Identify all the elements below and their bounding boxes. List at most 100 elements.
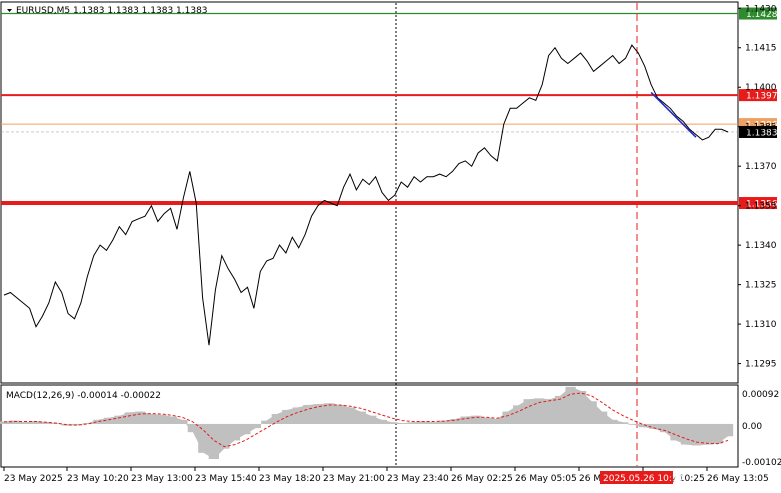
macd-bar: [659, 423, 671, 433]
macd-bar: [366, 415, 377, 424]
grid: [395, 3, 638, 466]
level-price-box: [739, 125, 777, 138]
macd-bar: [596, 411, 608, 424]
macd-indicator: [0, 386, 734, 459]
price-tick-label: 1.1295: [745, 360, 777, 370]
macd-bar: [114, 415, 125, 424]
macd-signal-line: [3, 392, 729, 448]
macd-tick-bottom: -0.00102: [742, 458, 781, 468]
macd-bar: [701, 423, 713, 445]
macd-bar: [471, 415, 482, 424]
macd-bar: [418, 421, 429, 424]
level-price-label: 1.1356: [746, 200, 778, 210]
macd-bar: [439, 420, 450, 424]
macd-bar: [198, 423, 209, 453]
macd-bar: [450, 418, 461, 424]
level-price-box: [739, 7, 777, 20]
macd-bar: [554, 395, 566, 424]
trend-line[interactable]: [650, 91, 697, 138]
cursor-time-box: [600, 471, 673, 484]
price-tick-label: 1.1310: [745, 320, 777, 330]
time-tick-label: 23 May 23:40: [387, 474, 449, 484]
macd-bar: [355, 411, 366, 424]
macd-bar: [166, 416, 178, 424]
macd-bar: [680, 423, 692, 445]
macd-bar: [429, 422, 440, 424]
level-price-label: 1.1386: [746, 121, 778, 131]
level-price-label: 1.1397: [746, 92, 778, 102]
macd-bar: [82, 423, 94, 424]
price-tick-label: 1.1325: [745, 281, 777, 291]
macd-pane-frame: [0, 384, 739, 468]
macd-bar: [0, 421, 10, 424]
time-tick-label: 23 May 18:20: [259, 474, 321, 484]
time-tick-label: 26 May 13:05: [707, 474, 769, 484]
price-tick-label: 1.1415: [745, 44, 777, 54]
macd-bar: [334, 404, 345, 424]
price-tick-label: 1.1400: [745, 83, 777, 93]
macd-bar: [649, 423, 660, 429]
macd-bar: [124, 412, 136, 424]
time-tick-label: 26 May 05:05: [515, 474, 577, 484]
macd-bar: [229, 423, 241, 441]
macd-bar: [219, 423, 230, 449]
macd-bar: [208, 423, 220, 459]
macd-tick-zero: 0.00: [742, 422, 762, 432]
symbol-dropdown-icon[interactable]: [7, 9, 12, 12]
macd-bar: [628, 423, 639, 425]
price-line: [3, 44, 729, 346]
macd-bar: [638, 423, 650, 428]
macd-bar: [324, 403, 335, 424]
macd-bar: [565, 386, 576, 424]
price-tick-label: 1.1385: [745, 123, 777, 133]
macd-bar: [387, 422, 398, 424]
level-price-label: 1.1428: [746, 10, 778, 20]
cursor-time-label: 2025.05.26 10:10: [603, 474, 684, 484]
macd-bar: [156, 414, 167, 424]
time-tick-label: 26 May 10:25: [643, 474, 705, 484]
level-price-label: 1.1383: [746, 128, 778, 138]
time-tick-label: 23 May 2025: [4, 474, 63, 484]
macd-bar: [533, 398, 545, 424]
macd-bar: [397, 423, 408, 424]
macd-bar: [30, 421, 41, 424]
macd-bar: [93, 419, 104, 424]
macd-label: MACD(12,26,9) -0.00014 -0.00022: [6, 391, 161, 401]
macd-bar: [103, 417, 115, 424]
macd-tick-top: 0.00092: [742, 390, 779, 400]
macd-bar: [345, 407, 356, 424]
macd-bar: [502, 411, 513, 424]
macd-bar: [491, 418, 503, 424]
macd-bar: [177, 419, 188, 424]
macd-bar: [691, 423, 702, 446]
macd-bar: [145, 414, 157, 424]
macd-bar: [303, 404, 314, 424]
macd-bar: [40, 421, 52, 424]
time-axis: 23 May 2025 23 May 10:20 23 May 13:00 23 Ma…: [3, 467, 769, 484]
macd-bar: [460, 416, 471, 424]
macd-bar: [607, 419, 618, 424]
macd-bar: [544, 399, 555, 424]
level-price-box: [739, 197, 777, 210]
macd-bar: [313, 404, 324, 424]
macd-bar: [187, 423, 199, 433]
symbol-info: EURUSD,M5 1.1383 1.1383 1.1383 1.1383: [16, 6, 208, 16]
macd-bar: [271, 414, 282, 424]
time-tick-label: 23 May 21:00: [323, 474, 385, 484]
macd-bar: [512, 405, 524, 424]
macd-bar: [240, 423, 251, 435]
time-tick-label: 23 May 15:40: [195, 474, 257, 484]
macd-bar: [712, 423, 723, 444]
price-series: [3, 44, 729, 346]
price-tick-label: 1.1430: [745, 4, 777, 14]
macd-bar: [575, 390, 587, 424]
level-price-box: [739, 89, 777, 102]
macd-bar: [670, 423, 681, 441]
time-tick-label: 26 May 02:25: [451, 474, 513, 484]
macd-bar: [722, 423, 734, 437]
macd-bar: [408, 422, 419, 424]
